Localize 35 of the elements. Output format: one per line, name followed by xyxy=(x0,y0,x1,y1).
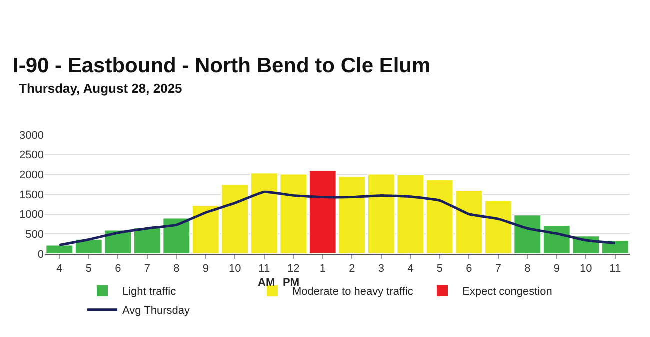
x-tick-label: 10 xyxy=(229,263,242,276)
x-tick-label: 11 xyxy=(258,263,270,276)
y-tick-label: 2500 xyxy=(20,150,44,162)
x-tick-label: 8 xyxy=(174,263,180,276)
x-tick-label: 2 xyxy=(349,263,356,276)
y-tick-label: 1500 xyxy=(20,189,44,202)
x-tick-label: 5 xyxy=(86,263,92,276)
x-tick-label: 4 xyxy=(56,263,63,276)
x-tick-label: 10 xyxy=(580,263,592,276)
y-tick-label: 1000 xyxy=(20,209,44,222)
x-tick-label: 12 xyxy=(288,263,300,276)
x-tick-label: 7 xyxy=(144,263,150,276)
x-tick-label: 6 xyxy=(466,263,472,276)
y-tick-label: 500 xyxy=(26,229,44,242)
line-series xyxy=(58,190,617,247)
x-tick-label: 4 xyxy=(408,263,414,276)
x-tick-label: 1 xyxy=(320,263,326,276)
x-tick-label: 3 xyxy=(378,263,384,276)
x-tick-label: 5 xyxy=(436,263,443,276)
y-tick-label: 3000 xyxy=(20,130,44,142)
legend-label: Avg Thursday xyxy=(122,305,190,318)
text: AM xyxy=(258,277,276,289)
y-tick-label: 0 xyxy=(38,248,44,261)
chart-title: I-90 - Eastbound - North Bend to Cle Elum xyxy=(13,54,431,78)
x-tick-label: 9 xyxy=(202,263,209,276)
y-tick-label: 2000 xyxy=(20,170,44,182)
legend-label: Light traffic xyxy=(122,286,177,298)
x-tick-label: 8 xyxy=(524,263,531,276)
x-tick-label: 6 xyxy=(115,263,122,276)
legend-label: Expect congestion xyxy=(462,286,552,298)
legend-label: Moderate to heavy traffic xyxy=(292,286,414,298)
x-tick-label: 11 xyxy=(610,263,622,276)
x-tick-label: 7 xyxy=(495,263,502,276)
x-tick-label: 9 xyxy=(554,263,560,276)
chart-subtitle: Thursday, August 28, 2025 xyxy=(19,81,182,96)
